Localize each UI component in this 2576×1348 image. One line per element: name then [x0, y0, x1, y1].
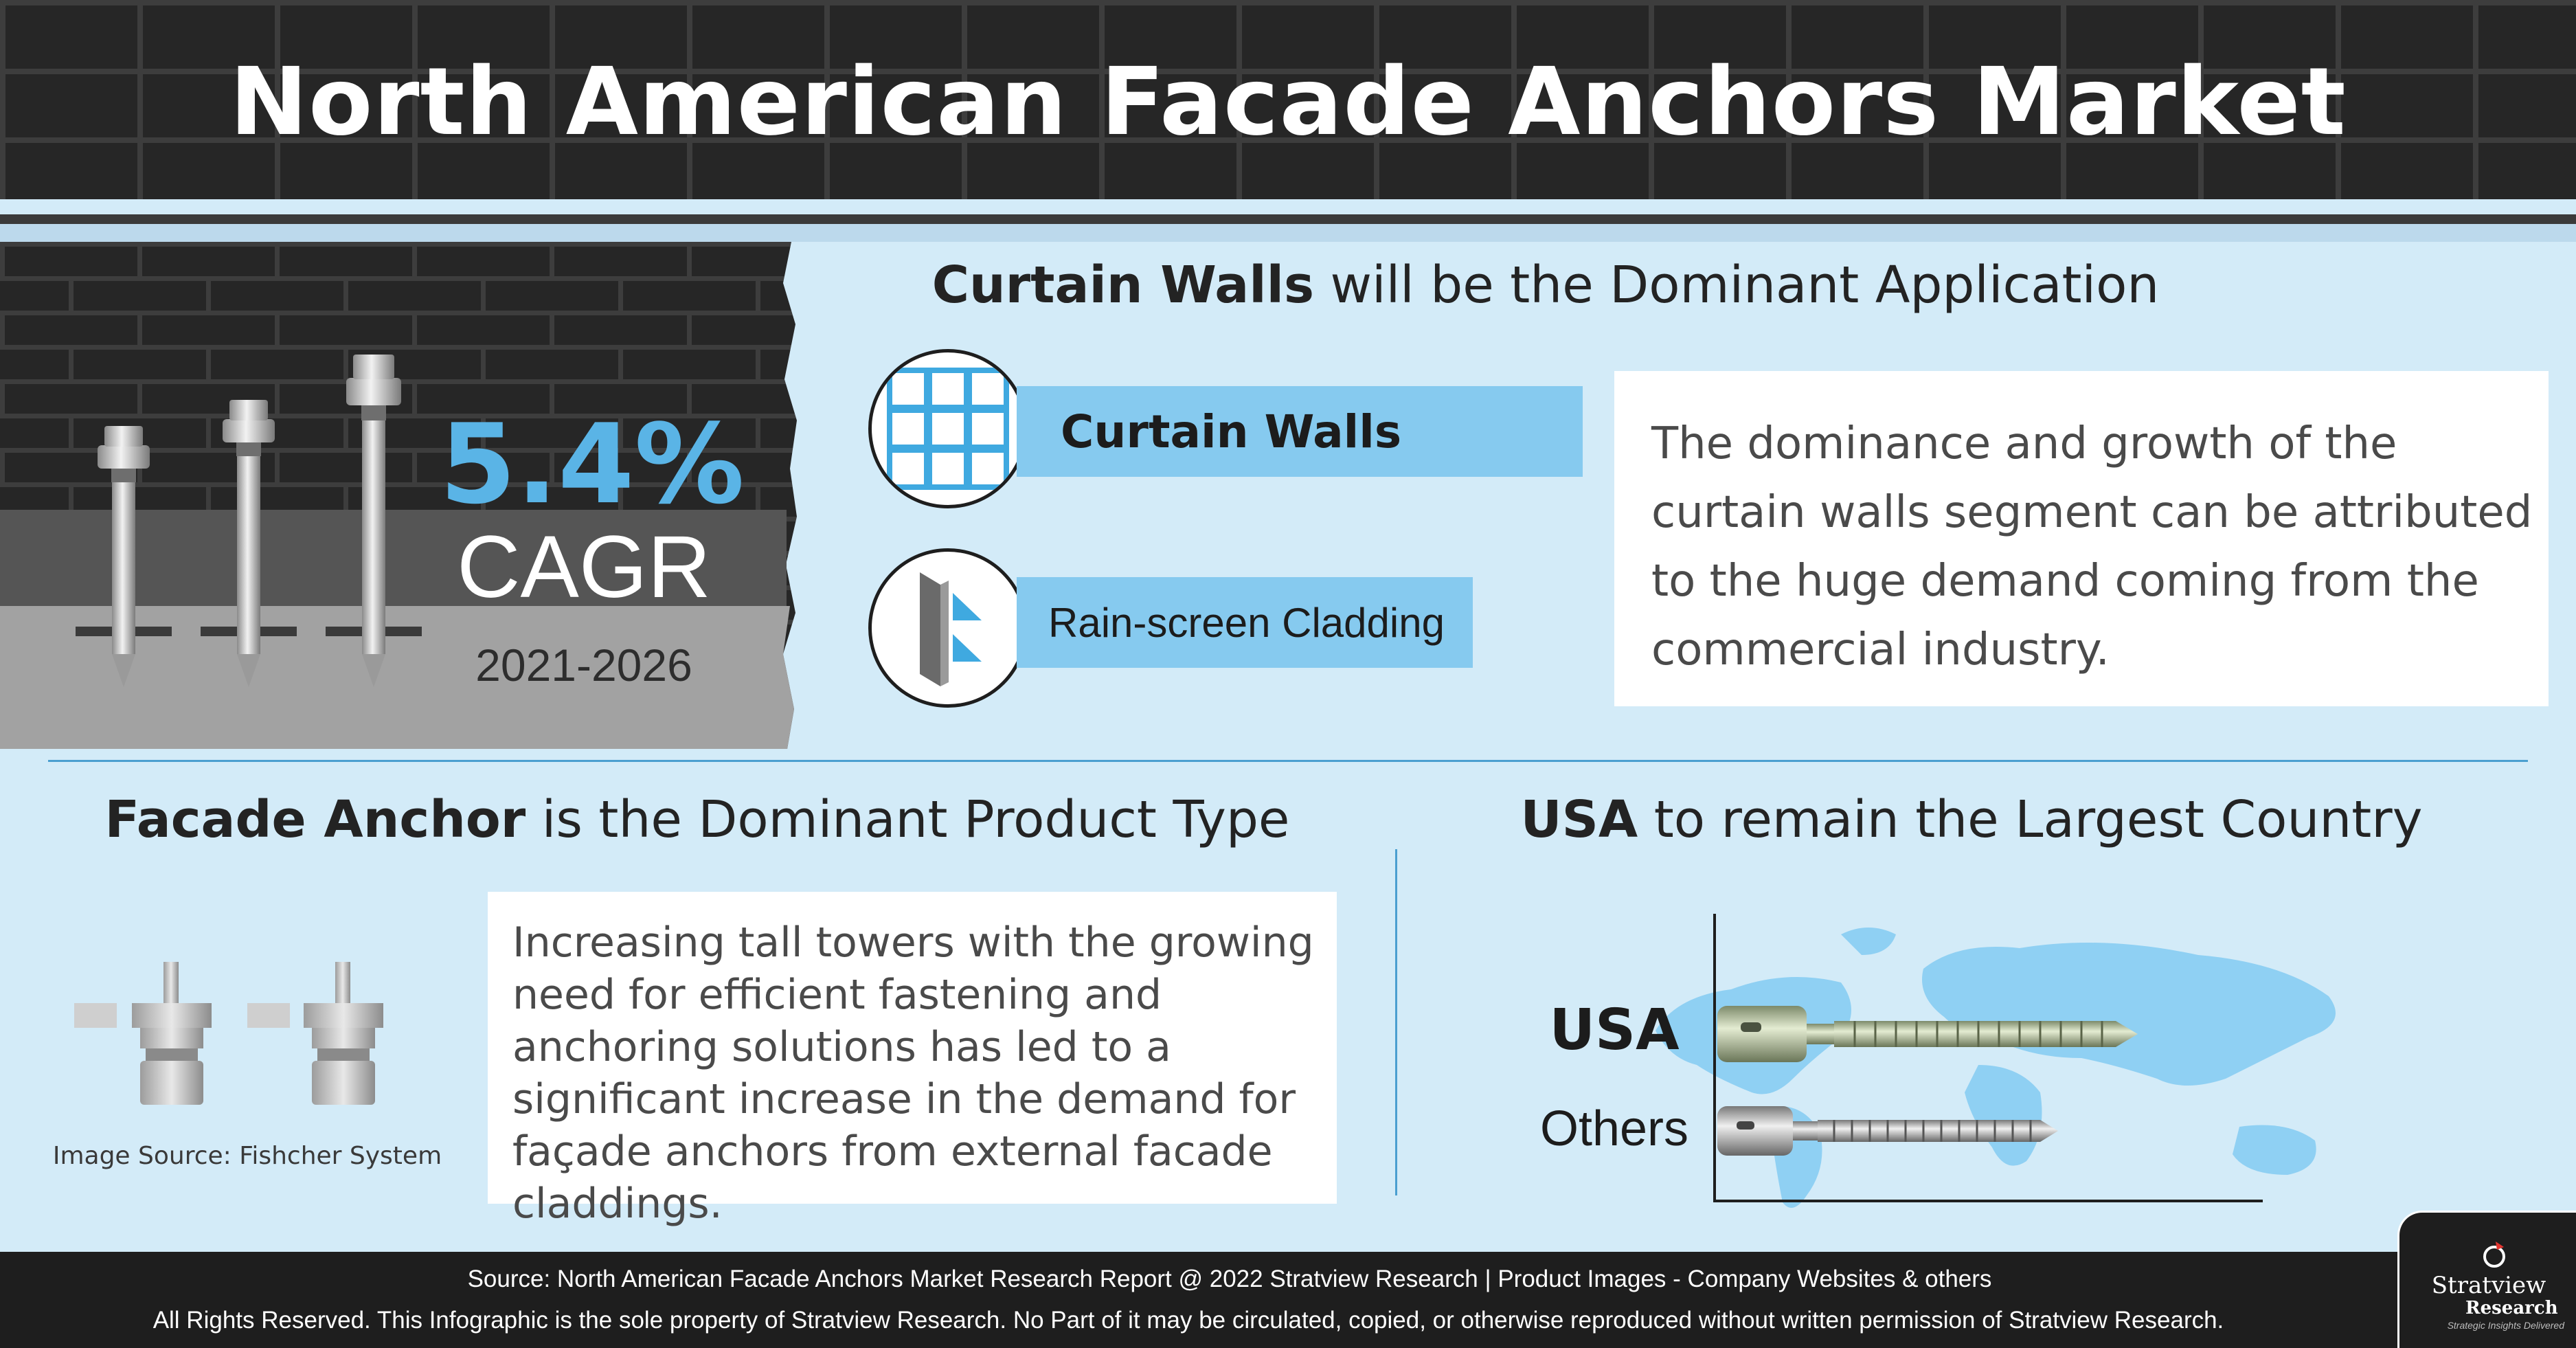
country-heading-bold: USA — [1520, 790, 1638, 849]
cagr-panel-graphic — [0, 242, 797, 749]
application-description: The dominance and growth of the curtain … — [1614, 371, 2549, 706]
logo-tagline: Strategic Insights Delivered — [2447, 1320, 2564, 1331]
segment-bar-curtain-walls: Curtain Walls — [1017, 386, 1583, 477]
country-label-others: Others — [1539, 1101, 1689, 1156]
page-title: North American Facade Anchors Market — [229, 48, 2347, 157]
country-heading-rest: to remain the Largest Country — [1653, 790, 2423, 849]
cagr-label: CAGR — [457, 518, 711, 616]
section-divider-horizontal — [48, 760, 2528, 762]
cagr-period: 2021-2026 — [475, 640, 692, 690]
bolt-bar-others — [1717, 1098, 2061, 1164]
segment-bar-rain-screen: Rain-screen Cladding — [1017, 577, 1473, 668]
facade-anchor-left — [74, 962, 212, 1105]
chart-axis-vertical — [1713, 914, 1716, 1202]
product-heading: Facade Anchor is the Dominant Product Ty… — [82, 790, 1312, 849]
image-source-caption: Image Source: Fishcher System — [52, 1142, 442, 1170]
header-stripe — [0, 199, 2576, 214]
cagr-value: 5.4% — [440, 400, 745, 528]
cladding-panel-icon — [868, 548, 1028, 708]
product-heading-bold: Facade Anchor — [104, 790, 526, 849]
footer-rights: All Rights Reserved. This Infographic is… — [152, 1307, 2224, 1334]
header-banner: North American Facade Anchors Market — [0, 0, 2576, 199]
facade-anchor-right — [247, 962, 383, 1105]
anchor-medium — [201, 400, 297, 687]
footer-source: Source: North American Facade Anchors Ma… — [467, 1266, 1992, 1292]
product-heading-rest: is the Dominant Product Type — [541, 790, 1290, 849]
logo-sub: Research — [2465, 1298, 2558, 1318]
header-stripe-dark — [0, 214, 2576, 224]
country-label-usa: USA — [1549, 998, 1680, 1063]
anchor-large — [326, 355, 422, 687]
footer-bar — [0, 1252, 2576, 1348]
application-heading-bold: Curtain Walls — [931, 256, 1314, 315]
chart-axis-horizontal — [1713, 1200, 2263, 1202]
bolt-bar-usa — [1717, 996, 2143, 1072]
section-divider-vertical — [1395, 849, 1397, 1195]
facade-anchor-image — [69, 945, 426, 1138]
application-heading: Curtain Walls will be the Dominant Appli… — [790, 256, 2301, 315]
cagr-panel: 5.4% CAGR 2021-2026 — [0, 242, 797, 749]
anchor-small — [76, 426, 172, 687]
logo-mark-icon — [2483, 1242, 2505, 1268]
brick-wall-background — [0, 0, 2576, 199]
world-map-graphic — [1635, 921, 2384, 1237]
stratview-logo: Stratview Research Strategic Insights De… — [2397, 1211, 2576, 1348]
header-stripe-light — [0, 224, 2576, 242]
grid-window-icon — [868, 349, 1028, 508]
product-description: Increasing tall towers with the growing … — [488, 892, 1337, 1228]
application-heading-rest: will be the Dominant Application — [1330, 256, 2160, 315]
country-heading: USA to remain the Largest Country — [1415, 790, 2528, 849]
logo-name: Stratview — [2431, 1272, 2546, 1299]
